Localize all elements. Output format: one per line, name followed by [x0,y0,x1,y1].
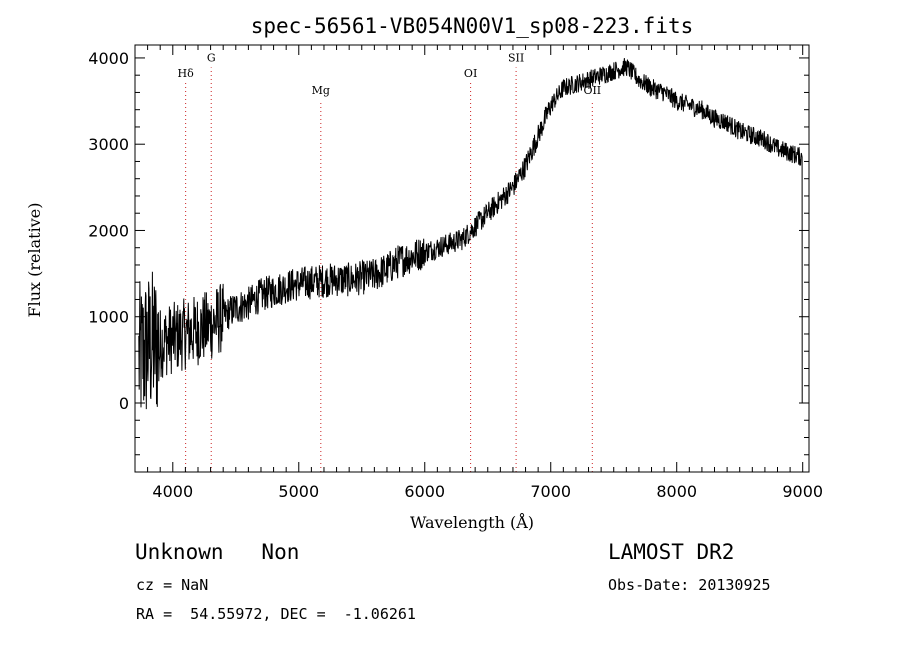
x-tick-label: 8000 [656,482,697,501]
line-marker-label: G [207,51,216,64]
line-marker-label: OII [583,84,601,97]
x-tick-label: 6000 [404,482,445,501]
coordinates: RA = 54.55972, DEC = -1.06261 [136,605,416,623]
y-tick-label: 2000 [88,221,129,240]
y-tick-label: 1000 [88,308,129,327]
series-layer [138,58,803,410]
observation-date: Obs-Date: 20130925 [608,576,771,594]
x-tick-label: 4000 [152,482,193,501]
line-marker-label: OI [464,67,477,80]
object-class: Unknown Non [135,540,300,564]
x-tick-label: 5000 [278,482,319,501]
x-tick-label: 9000 [782,482,823,501]
line-marker-label: Mg [312,84,330,97]
x-axis-label: Wavelength (Å) [410,512,534,532]
marker-layer: Hδ G Mg OI SII OII [178,51,601,472]
line-marker-label: SII [508,51,524,64]
tick-layer: 4000 5000 6000 7000 8000 9000 0 1000 2000 3000 400… [88,45,823,501]
y-tick-label: 0 [119,394,129,413]
chart-title: spec-56561-VB054N00V1_sp08-223.fits [251,14,694,38]
y-tick-label: 3000 [88,135,129,154]
survey-name: LAMOST DR2 [608,540,735,564]
line-marker-label: Hδ [178,67,195,80]
y-axis-label: Flux (relative) [25,203,44,318]
spectrum-line [138,58,803,410]
plot-frame [134,44,810,473]
x-tick-label: 7000 [530,482,571,501]
y-tick-label: 4000 [88,49,129,68]
redshift-cz: cz = NaN [136,576,209,594]
